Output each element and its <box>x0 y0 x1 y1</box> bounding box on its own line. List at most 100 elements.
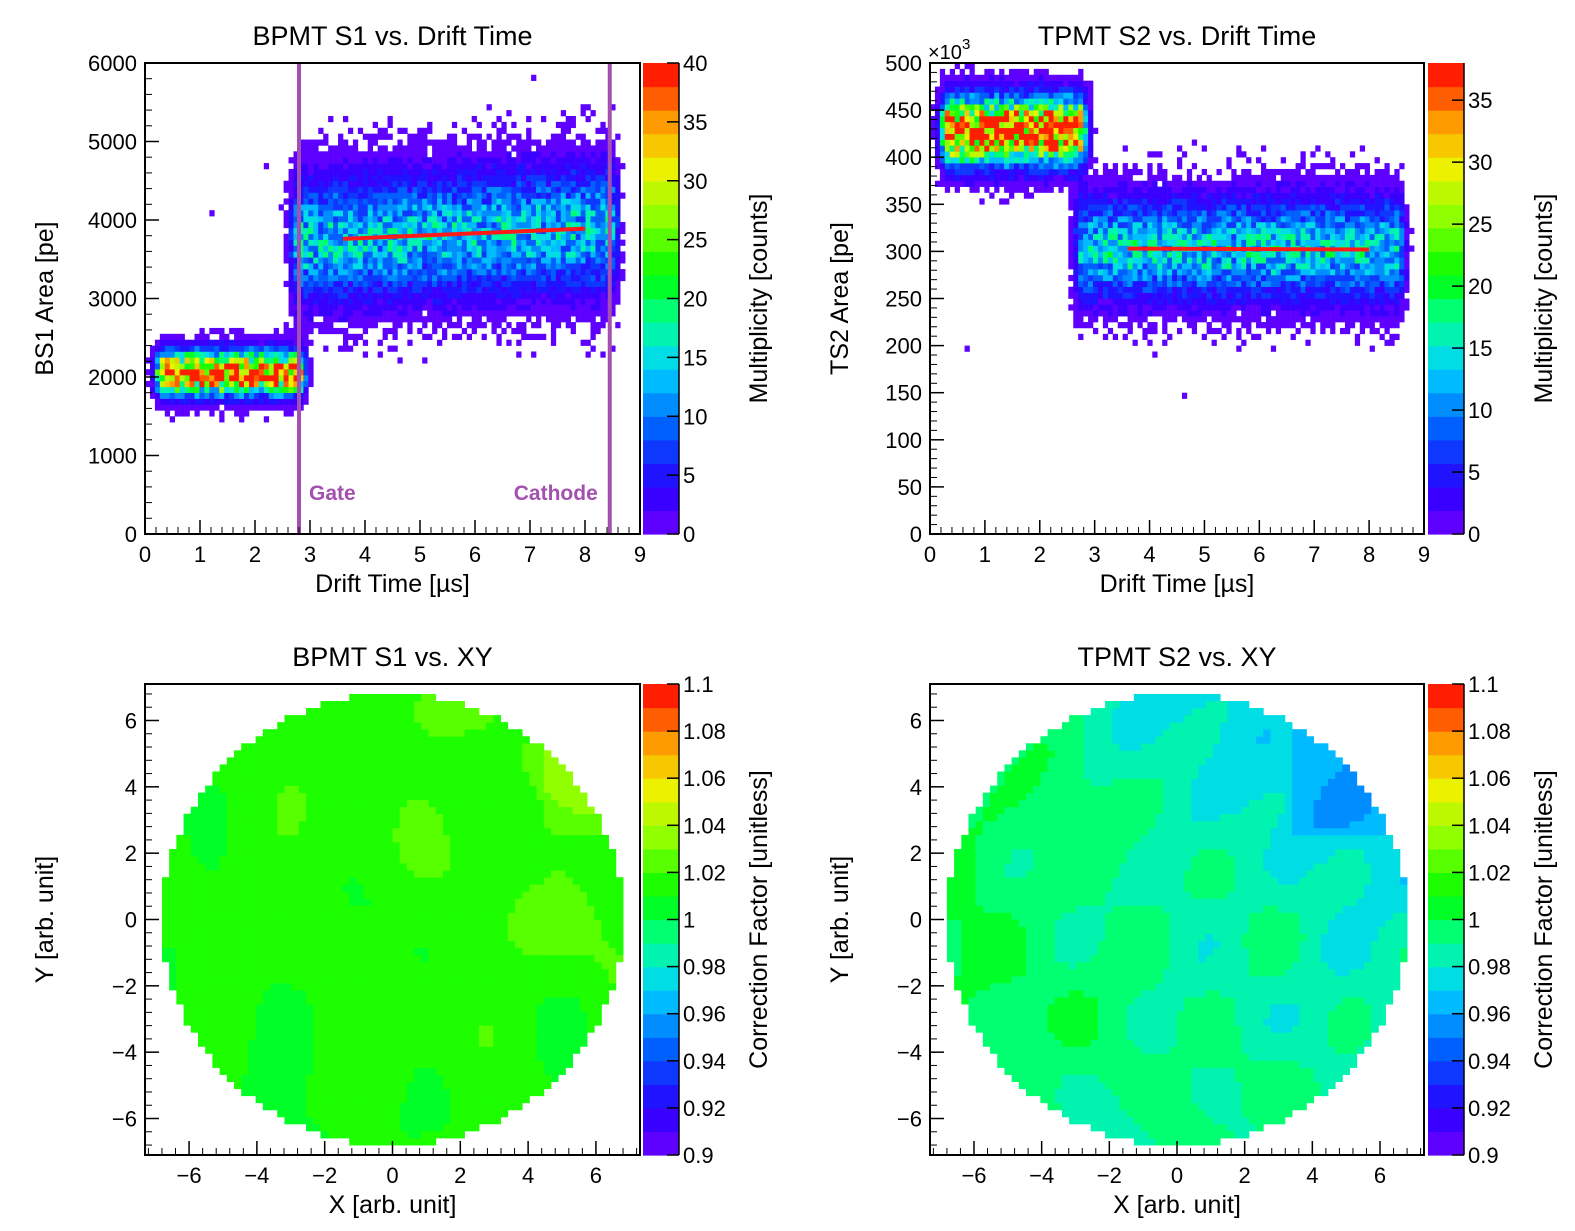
histogram-bin <box>1315 221 1321 229</box>
histogram-bin <box>964 180 970 187</box>
histogram-bin <box>362 157 369 164</box>
histogram-bin <box>323 168 329 176</box>
histogram-bin <box>565 322 571 329</box>
histogram-bin <box>1112 216 1119 223</box>
histogram-bin <box>273 363 279 370</box>
histogram-bin <box>451 133 458 140</box>
histogram-bin <box>362 198 369 205</box>
histogram-bin <box>199 392 205 399</box>
histogram-bin <box>451 298 458 305</box>
histogram-bin <box>570 198 576 205</box>
histogram-bin <box>600 304 606 311</box>
histogram-bin <box>1300 269 1306 276</box>
histogram-bin <box>526 310 532 317</box>
histogram-bin <box>318 127 324 134</box>
histogram-bin <box>1191 239 1198 246</box>
histogram-bin <box>1083 286 1089 293</box>
histogram-bin <box>323 157 329 164</box>
histogram-bin <box>1216 180 1222 187</box>
histogram-bin <box>357 245 364 252</box>
histogram-bin <box>565 316 571 323</box>
histogram-bin <box>1097 274 1104 282</box>
histogram-bin <box>248 351 255 358</box>
histogram-bin <box>1013 145 1020 152</box>
histogram-bin <box>308 163 314 170</box>
histogram-bin <box>1157 263 1163 270</box>
histogram-bin <box>229 345 235 352</box>
histogram-bin <box>969 74 975 81</box>
histogram-bin <box>298 339 304 346</box>
histogram-bin <box>303 327 309 335</box>
histogram-bin <box>1221 310 1227 317</box>
histogram-bin <box>1127 221 1133 229</box>
histogram-bin <box>219 416 225 423</box>
histogram-bin <box>476 168 482 176</box>
histogram-bin <box>333 304 339 311</box>
histogram-bin <box>1335 180 1341 187</box>
histogram-bin <box>1251 233 1257 240</box>
histogram-bin <box>959 145 965 152</box>
histogram-bin <box>575 269 581 276</box>
histogram-bin <box>377 186 383 193</box>
histogram-bin <box>1157 251 1163 258</box>
histogram-bin <box>979 163 985 170</box>
histogram-bin <box>526 133 532 140</box>
histogram-bin <box>590 251 596 258</box>
histogram-bin <box>328 298 334 305</box>
histogram-bin <box>1241 251 1247 258</box>
histogram-bin <box>437 204 443 211</box>
histogram-bin <box>1122 298 1128 305</box>
histogram-bin <box>1004 198 1010 205</box>
histogram-bin <box>1068 304 1074 311</box>
histogram-bin <box>1216 304 1222 311</box>
histogram-bin <box>1246 251 1252 258</box>
histogram-bin <box>377 204 383 211</box>
histogram-bin <box>1206 304 1212 311</box>
histogram-bin <box>367 298 373 305</box>
histogram-bin <box>1310 233 1316 240</box>
histogram-bin <box>974 80 980 87</box>
histogram-bin <box>1083 133 1089 140</box>
histogram-bin <box>422 333 428 341</box>
histogram-bin <box>1186 204 1193 211</box>
histogram-bin <box>461 310 468 317</box>
histogram-bin <box>1201 333 1207 341</box>
histogram-bin <box>1325 198 1331 205</box>
histogram-bin <box>585 210 591 217</box>
histogram-bin <box>1246 198 1252 205</box>
histogram-bin <box>1078 292 1084 299</box>
histogram-bin <box>1315 204 1321 211</box>
histogram-bin <box>367 280 373 288</box>
histogram-bin <box>1152 327 1158 335</box>
histogram-bin <box>575 310 581 317</box>
histogram-bin <box>318 310 324 317</box>
histogram-bin <box>521 145 527 152</box>
histogram-bin <box>501 186 507 193</box>
histogram-bin <box>451 186 458 193</box>
histogram-bin <box>407 316 413 323</box>
histogram-bin <box>422 292 428 299</box>
histogram-bin <box>189 357 195 364</box>
histogram-bin <box>1335 280 1341 288</box>
colorbar-band <box>643 298 679 323</box>
histogram-bin <box>303 292 309 299</box>
histogram-bin <box>969 157 975 164</box>
histogram-bin <box>954 121 960 129</box>
histogram-bin <box>471 151 477 158</box>
histogram-bin <box>1241 304 1247 311</box>
histogram-bin <box>1275 210 1282 217</box>
histogram-bin <box>521 298 527 305</box>
histogram-bin <box>1068 133 1074 140</box>
histogram-bin <box>397 251 403 258</box>
histogram-bin <box>293 351 299 358</box>
histogram-bin <box>1132 310 1138 317</box>
histogram-bin <box>283 380 289 388</box>
histogram-bin <box>531 263 537 270</box>
histogram-bin <box>959 151 965 158</box>
histogram-bin <box>343 292 349 299</box>
histogram-bin <box>466 263 472 270</box>
histogram-bin <box>442 198 448 205</box>
histogram-bin <box>1102 221 1109 229</box>
histogram-bin <box>595 151 601 158</box>
histogram-bin <box>1305 204 1311 211</box>
